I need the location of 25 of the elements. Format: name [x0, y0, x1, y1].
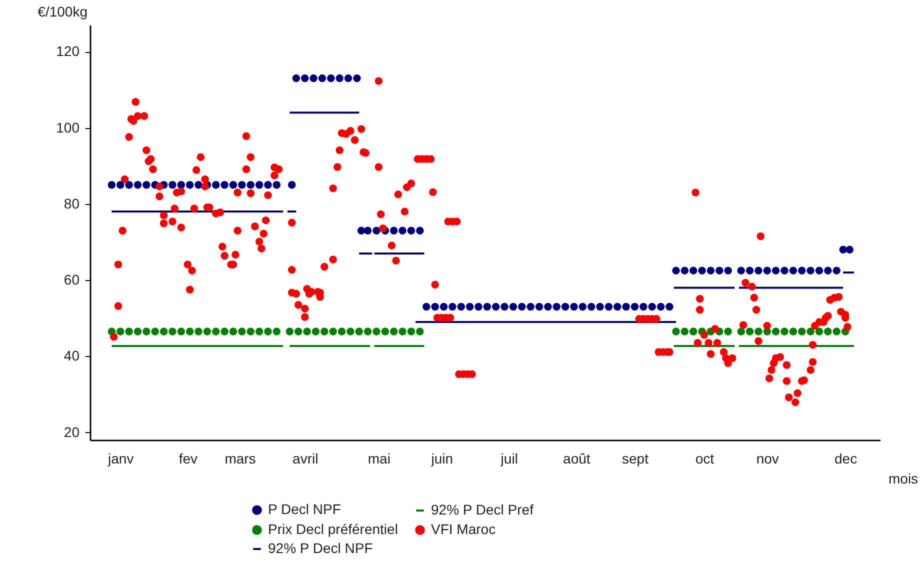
legend-label: 92% P Decl Pref [431, 502, 534, 518]
y-axis-title: €/100kg [38, 4, 88, 20]
y-tick-label: 80 [64, 195, 80, 212]
x-tick-label: dec [834, 450, 858, 466]
y-tick-label: 120 [56, 43, 80, 60]
x-axis-title: mois [888, 470, 918, 486]
x-tick-label: avril [292, 450, 318, 466]
y-tick-label: 40 [64, 348, 80, 364]
x-tick-label: janv [107, 450, 134, 466]
legend-label: VFI Maroc [431, 521, 496, 537]
x-tick-label: août [563, 450, 590, 466]
x-tick-label: mai [368, 450, 390, 466]
legend-label: Prix Decl préférentiel [268, 521, 398, 537]
x-tick-label: nov [756, 450, 779, 466]
legend-label: 92% P Decl NPF [268, 540, 373, 556]
x-tick-label: sept [622, 450, 649, 466]
legend-label: P Decl NPF [268, 501, 341, 518]
y-tick-label: 100 [56, 119, 80, 136]
y-tick-label: 60 [64, 272, 80, 288]
y-tick-label: 20 [64, 424, 80, 440]
x-tick-label: juin [430, 450, 453, 466]
x-tick-label: mars [224, 450, 256, 466]
x-tick-label: juil [500, 450, 518, 466]
x-tick-label: oct [695, 450, 714, 466]
x-tick-label: fev [178, 450, 198, 466]
